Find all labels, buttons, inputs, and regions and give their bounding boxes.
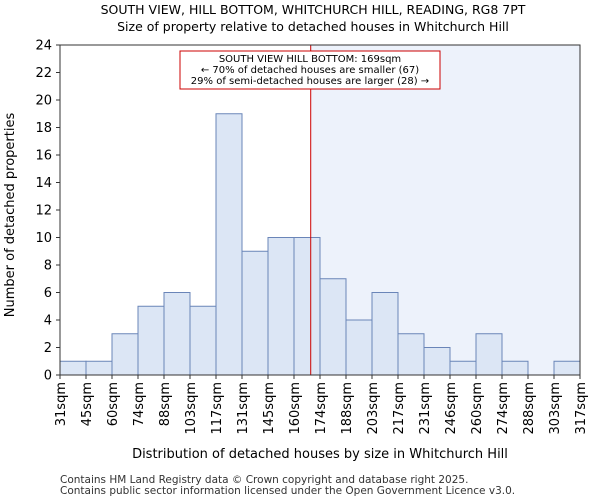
x-tick-label: 188sqm (340, 382, 355, 435)
bar-160sqm (293, 237, 321, 376)
x-tick-label: 60sqm (106, 382, 121, 426)
annotation-box: SOUTH VIEW HILL BOTTOM: 169sqm ← 70% of … (179, 50, 441, 90)
x-tick-label: 131sqm (236, 382, 251, 435)
bar-60sqm (111, 333, 139, 376)
y-tick-label: 14 (35, 176, 52, 191)
bar-174sqm (319, 278, 347, 376)
x-tick-label: 246sqm (444, 382, 459, 435)
bar-145sqm (267, 237, 295, 376)
y-tick-label: 20 (35, 94, 52, 109)
y-tick-label: 8 (44, 259, 52, 274)
x-tick-label: 31sqm (54, 382, 69, 426)
annotation-line-1: SOUTH VIEW HILL BOTTOM: 169sqm (219, 54, 401, 65)
bar-131sqm (241, 250, 269, 376)
annotation-line-2: ← 70% of detached houses are smaller (67… (201, 65, 419, 76)
x-tick-label: 260sqm (470, 382, 485, 435)
x-tick-label: 103sqm (184, 382, 199, 435)
x-tick-label: 160sqm (288, 382, 303, 435)
y-axis-label: Number of detached properties (3, 113, 18, 318)
x-tick-label: 174sqm (314, 382, 329, 435)
x-tick-label: 274sqm (496, 382, 511, 435)
y-tick-label: 24 (35, 39, 52, 54)
x-tick-label: 203sqm (366, 382, 381, 435)
y-tick-label: 18 (35, 121, 52, 136)
x-tick-label: 145sqm (262, 382, 277, 435)
y-tick-label: 6 (44, 286, 52, 301)
y-tick-label: 16 (35, 149, 52, 164)
bar-246sqm (449, 360, 477, 376)
bar-303sqm (553, 360, 581, 376)
x-tick-label: 317sqm (574, 382, 589, 435)
bar-45sqm (85, 360, 113, 376)
x-tick-label: 74sqm (132, 382, 147, 426)
footer-copyright: Contains HM Land Registry data © Crown c… (60, 474, 469, 486)
y-tick-label: 12 (35, 204, 52, 219)
annotation-box-frame (179, 50, 441, 90)
annotation-line-3: 29% of semi-detached houses are larger (… (191, 76, 429, 87)
bars-group (59, 113, 581, 376)
y-tick-label: 0 (44, 369, 52, 384)
y-tick-label: 22 (35, 66, 52, 81)
bar-188sqm (345, 319, 373, 376)
footer-licence: Contains public sector information licen… (60, 485, 516, 497)
bar-103sqm (189, 305, 217, 376)
bar-88sqm (163, 292, 191, 376)
y-tick-label: 10 (35, 231, 52, 246)
bar-31sqm (59, 360, 87, 376)
chart-title: SOUTH VIEW, HILL BOTTOM, WHITCHURCH HILL… (101, 2, 526, 17)
x-tick-label: 231sqm (418, 382, 433, 435)
chart-subtitle: Size of property relative to detached ho… (117, 19, 509, 34)
x-tick-label: 217sqm (392, 382, 407, 435)
bar-260sqm (475, 333, 503, 376)
bar-231sqm (423, 347, 451, 376)
x-tick-label: 288sqm (522, 382, 537, 435)
bar-274sqm (501, 360, 529, 376)
y-tick-label: 2 (44, 341, 52, 356)
x-tick-label: 303sqm (548, 382, 563, 435)
x-axis-label: Distribution of detached houses by size … (132, 447, 508, 462)
y-tick-label: 4 (44, 314, 52, 329)
plot-frame (59, 44, 581, 376)
x-tick-label: 45sqm (80, 382, 95, 426)
bar-74sqm (137, 305, 165, 376)
bar-117sqm (215, 113, 243, 376)
x-tick-label: 88sqm (158, 382, 173, 426)
x-ticks: 31sqm 45sqm 60sqm 74sqm 88sqm 103sqm 117sqm 131… (54, 375, 589, 435)
x-tick-label: 117sqm (210, 382, 225, 435)
bar-217sqm (397, 333, 425, 376)
bar-203sqm (371, 292, 399, 376)
